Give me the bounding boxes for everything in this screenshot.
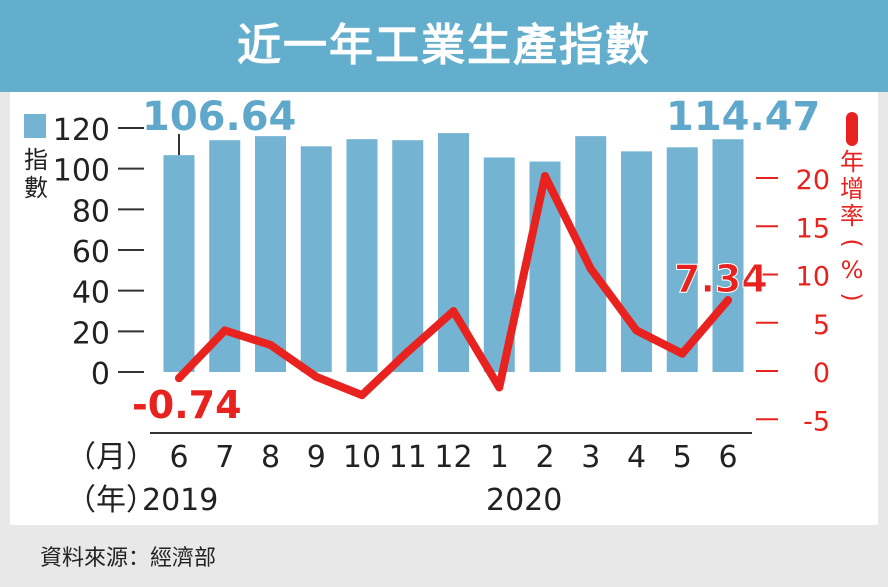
- x-tick-label: 2: [535, 440, 554, 475]
- year-axis-label: （年）: [66, 483, 156, 518]
- bar-value-label: 114.47: [666, 94, 820, 140]
- x-axis-label: （月）: [66, 440, 156, 475]
- x-tick-label: 5: [673, 440, 692, 475]
- y-right-axis-label-char: %: [841, 256, 864, 284]
- bar: [163, 155, 195, 372]
- growth-rate-point: [266, 340, 275, 349]
- x-tick-label: 9: [307, 440, 326, 475]
- growth-rate-point: [541, 172, 549, 181]
- y-right-tick-label: 20: [796, 165, 830, 196]
- y-right-tick-label: 15: [796, 213, 830, 244]
- y-right-axis-label-char: (: [838, 238, 866, 247]
- y-left-axis-label-char: 數: [24, 174, 48, 202]
- y-right-axis-label-char: 率: [840, 202, 864, 230]
- y-right-tick-label: -5: [803, 406, 830, 437]
- growth-rate-point: [175, 374, 183, 383]
- y-right-tick-label: 10: [796, 262, 830, 293]
- x-tick-label: 3: [581, 440, 600, 475]
- growth-rate-point: [220, 326, 229, 335]
- line-value-label: -0.74: [132, 383, 242, 427]
- growth-rate-point: [495, 383, 504, 392]
- x-tick-label: 1: [490, 440, 509, 475]
- x-tick-label: 12: [434, 440, 472, 475]
- legend-bar-swatch: [24, 114, 46, 138]
- y-left-tick-label: 40: [72, 276, 110, 311]
- growth-rate-point: [678, 349, 687, 358]
- year-label: 2019: [142, 483, 218, 518]
- growth-rate-point: [724, 296, 732, 305]
- x-tick-label: 10: [343, 440, 381, 475]
- title-banner: 近一年工業生產指數: [0, 0, 888, 92]
- y-left-axis-label-char: 指: [24, 146, 48, 174]
- x-tick-label: 11: [389, 440, 427, 475]
- y-left-tick-label: 20: [72, 316, 110, 351]
- y-right-axis-label-char: 年: [840, 148, 864, 176]
- x-tick-label: 8: [261, 440, 280, 475]
- growth-rate-point: [312, 372, 321, 381]
- y-left-tick-label: 100: [53, 154, 110, 189]
- bar: [255, 136, 286, 372]
- y-right-tick-label: 0: [813, 358, 830, 389]
- growth-rate-point: [403, 347, 412, 356]
- x-tick-label: 7: [215, 440, 234, 475]
- bar: [712, 139, 744, 372]
- y-right-axis-label-char: ): [838, 292, 866, 301]
- source-note: 資料來源：經濟部: [40, 546, 217, 571]
- bar: [392, 140, 424, 372]
- growth-rate-point: [586, 264, 595, 273]
- y-left-tick-label: 60: [72, 235, 110, 270]
- growth-rate-point: [358, 391, 366, 400]
- x-tick-label: 4: [627, 440, 646, 475]
- bar-value-label: 106.64: [142, 94, 296, 140]
- bar: [300, 146, 332, 372]
- y-right-tick-label: 5: [813, 310, 830, 341]
- year-label: 2020: [486, 483, 562, 518]
- y-left-tick-label: 120: [53, 113, 110, 148]
- growth-rate-point: [632, 326, 641, 335]
- y-left-tick-label: 0: [91, 357, 110, 392]
- chart-title: 近一年工業生產指數: [237, 20, 651, 71]
- growth-rate-point: [449, 307, 458, 316]
- line-value-label: 7.34: [674, 257, 768, 301]
- x-tick-label: 6: [169, 440, 188, 475]
- bar: [346, 139, 378, 372]
- x-tick-label: 6: [718, 440, 737, 475]
- y-right-axis-label-char: 增: [840, 175, 864, 203]
- bar: [666, 147, 698, 372]
- y-left-tick-label: 80: [72, 194, 110, 229]
